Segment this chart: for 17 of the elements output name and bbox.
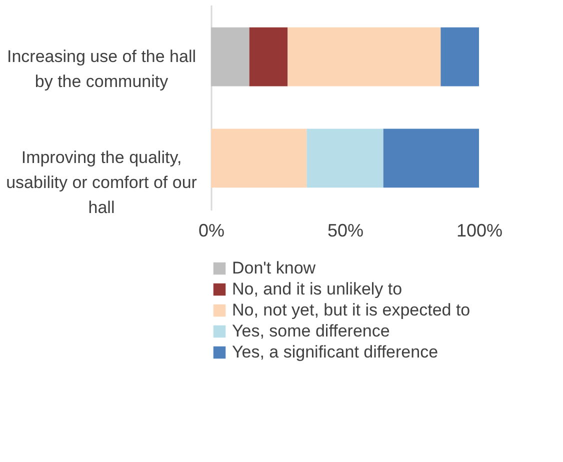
- legend-label: No, not yet, but it is expected to: [232, 300, 470, 320]
- x-tick-label: 100%: [456, 220, 503, 240]
- bar: [440, 27, 479, 86]
- x-tick-label: 50%: [327, 220, 364, 240]
- legend-label: No, and it is unlikely to: [232, 280, 402, 298]
- bar: [211, 27, 250, 86]
- bar: [249, 27, 288, 86]
- y-tick-label: Increasing use of the hall by the community: [6, 46, 196, 91]
- bar: [383, 128, 479, 188]
- bar: [211, 128, 307, 188]
- y-tick-label: Improving the quality, usability or comfort of our hall: [6, 148, 198, 218]
- bar: [288, 27, 441, 86]
- legend-label: Don't know: [232, 258, 316, 278]
- legend-label: Yes, some difference: [232, 322, 390, 340]
- bar: [306, 128, 384, 188]
- x-tick-label: 0%: [198, 220, 225, 240]
- legend-label: Yes, a significant difference: [232, 342, 438, 362]
